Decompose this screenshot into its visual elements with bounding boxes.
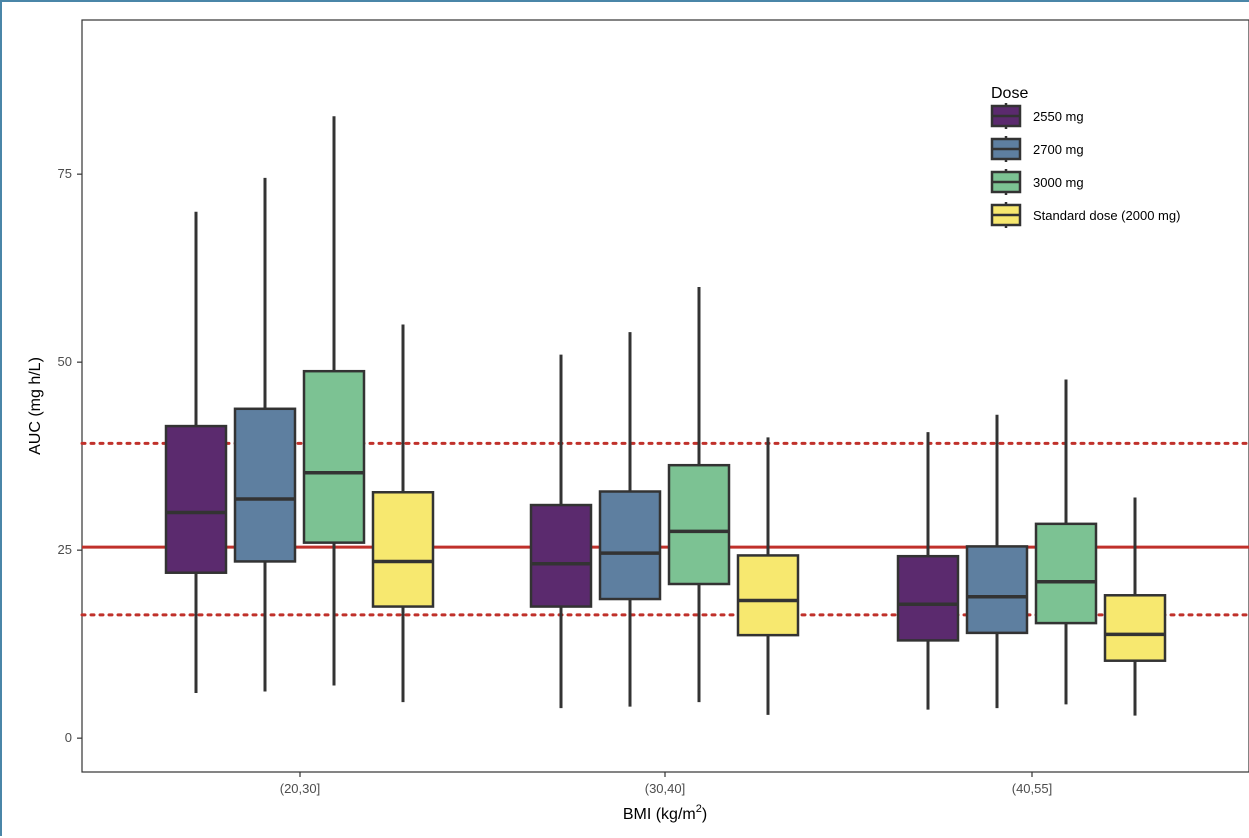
x-axis-title: BMI (kg/m2) — [623, 803, 707, 823]
box-3-1 — [736, 437, 800, 715]
y-tick-label: 75 — [58, 166, 72, 181]
box-iqr — [233, 407, 297, 563]
x-axis-title-close: ) — [702, 806, 707, 823]
legend: Dose 2550 mg 2700 mg 3000 mg Standard dose … — [990, 85, 1180, 228]
box-iqr — [164, 424, 228, 574]
box-iqr — [1034, 522, 1098, 625]
box-1-0 — [233, 177, 297, 692]
box-0-1 — [529, 354, 593, 709]
legend-item: 3000 mg — [990, 169, 1084, 195]
legend-label: Standard dose (2000 mg) — [1033, 208, 1180, 223]
box-iqr — [529, 503, 593, 608]
x-tick-label: (30,40] — [645, 781, 685, 796]
legend-label: 3000 mg — [1033, 175, 1084, 190]
x-tick-label: (40,55] — [1012, 781, 1052, 796]
box-iqr — [736, 554, 800, 637]
box-0-0 — [164, 211, 228, 694]
box-3-0 — [371, 324, 435, 703]
plot-border — [81, 19, 1249, 773]
box-iqr — [1103, 594, 1167, 662]
x-axis-title-superscript: 2 — [696, 803, 702, 815]
legend-title: Dose — [991, 85, 1028, 102]
x-axis-title-text: BMI (kg/m — [623, 806, 696, 823]
x-axis: (20,30] (30,40] (40,55] — [280, 772, 1052, 796]
box-2-0 — [302, 116, 366, 686]
box-iqr — [896, 554, 960, 642]
box-2-2 — [1034, 379, 1098, 705]
box-1-2 — [965, 414, 1029, 709]
legend-label: 2700 mg — [1033, 142, 1084, 157]
box-iqr — [965, 545, 1029, 635]
box-iqr — [598, 490, 662, 601]
x-tick-label: (20,30] — [280, 781, 320, 796]
legend-item: 2550 mg — [990, 103, 1084, 129]
y-tick-label: 50 — [58, 354, 72, 369]
legend-item: 2700 mg — [990, 136, 1084, 162]
y-axis-title: AUC (mg h/L) — [27, 357, 44, 455]
y-tick-label: 25 — [58, 542, 72, 557]
box-3-2 — [1103, 497, 1167, 716]
box-2-1 — [667, 286, 731, 703]
box-0-2 — [896, 432, 960, 710]
box-iqr — [302, 369, 366, 544]
box-iqr — [667, 463, 731, 586]
legend-item: Standard dose (2000 mg) — [990, 202, 1180, 228]
plot-panel — [81, 19, 1249, 773]
y-axis: 0 25 50 75 — [58, 166, 82, 745]
y-tick-label: 0 — [65, 730, 72, 745]
box-iqr — [371, 491, 435, 608]
box-1-1 — [598, 332, 662, 707]
legend-label: 2550 mg — [1033, 109, 1084, 124]
box-series — [164, 116, 1167, 716]
